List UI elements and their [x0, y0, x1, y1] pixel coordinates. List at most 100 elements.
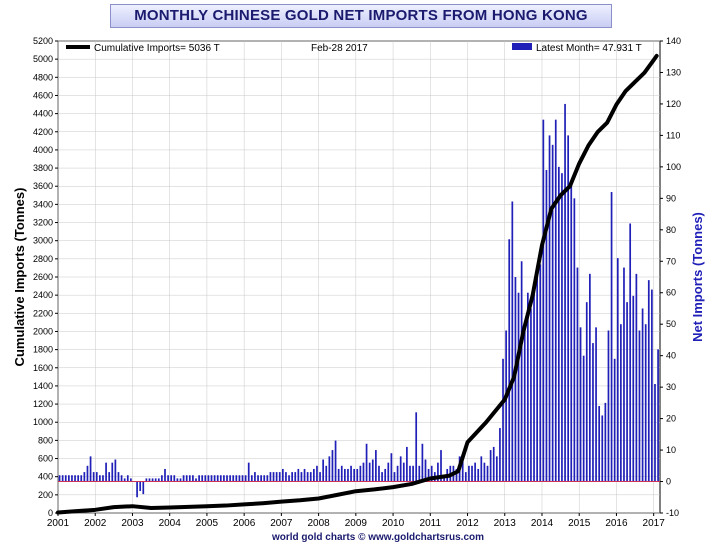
bar [95, 472, 98, 482]
bar [99, 475, 101, 482]
bar [148, 478, 151, 482]
bar [415, 412, 418, 482]
left-tick-label: 4200 [33, 127, 53, 137]
bar [654, 383, 656, 482]
bar [644, 324, 647, 482]
x-tick-label: 2006 [233, 518, 256, 529]
bar [182, 475, 185, 482]
bar [511, 201, 514, 482]
bar [604, 402, 607, 482]
bar [161, 475, 163, 482]
bar [542, 119, 545, 482]
bar [337, 468, 340, 482]
right-tick-label: 30 [666, 382, 676, 392]
bar [406, 446, 408, 482]
bar [545, 170, 548, 482]
bar [384, 468, 387, 482]
bar [291, 472, 293, 482]
bar [350, 465, 352, 482]
left-tick-label: 2600 [33, 272, 53, 282]
x-tick-label: 2013 [494, 518, 517, 529]
bar [381, 472, 383, 482]
left-tick-label: 2800 [33, 254, 53, 264]
bar [613, 358, 616, 482]
left-tick-label: 2400 [33, 290, 53, 300]
bar [353, 468, 356, 482]
bar [241, 475, 244, 482]
bar [300, 472, 303, 482]
right-tick-label: 140 [666, 36, 681, 46]
right-tick-label: 50 [666, 319, 676, 329]
legend-line-label: Cumulative Imports= 5036 T [94, 43, 220, 54]
bar [610, 192, 613, 482]
bar [455, 468, 458, 482]
bar [570, 182, 573, 482]
left-tick-label: 2200 [33, 308, 53, 318]
bar [136, 481, 138, 498]
left-tick-label: 4600 [33, 90, 53, 100]
bar [533, 292, 535, 482]
bar [464, 472, 467, 482]
bar [154, 478, 157, 482]
bar [424, 459, 427, 482]
bar [468, 465, 470, 482]
bar [80, 475, 83, 482]
bar [508, 239, 511, 482]
bar [378, 465, 380, 482]
left-axis-label: Cumulative Imports (Tonnes) [12, 188, 27, 367]
bar [316, 465, 318, 482]
bar [582, 355, 585, 482]
bar [607, 330, 610, 482]
bar [204, 475, 207, 482]
bar [427, 468, 430, 482]
bar [601, 415, 604, 482]
left-tick-label: 2000 [33, 326, 53, 336]
bar [151, 478, 154, 482]
x-tick-label: 2011 [420, 518, 442, 529]
bar [74, 475, 76, 482]
bar [495, 456, 498, 482]
bar [229, 475, 231, 482]
x-tick-label: 2009 [345, 518, 368, 529]
bar [651, 289, 653, 482]
bar [418, 465, 421, 482]
bar [195, 478, 197, 482]
bar [306, 472, 309, 482]
bar [430, 465, 433, 482]
bar [142, 481, 145, 495]
right-tick-label: 100 [666, 162, 681, 172]
bar [216, 475, 219, 482]
right-tick-label: 90 [666, 193, 676, 203]
bar [548, 135, 551, 482]
bar [554, 119, 557, 482]
bar [278, 472, 281, 482]
source-credit: world gold charts © www.goldchartsrus.co… [271, 532, 484, 543]
right-tick-label: -10 [666, 508, 679, 518]
bar [393, 472, 396, 482]
bar [592, 343, 594, 482]
bar [359, 465, 362, 482]
bar [114, 459, 117, 482]
bar [309, 472, 312, 482]
bar [207, 475, 210, 482]
bar [486, 465, 489, 482]
bar [213, 475, 216, 482]
bar [164, 468, 166, 482]
bar [303, 468, 306, 482]
bar [347, 468, 349, 482]
bar [629, 223, 632, 482]
bar [573, 198, 576, 482]
bar [328, 456, 331, 482]
bar [589, 273, 591, 482]
left-tick-label: 3200 [33, 218, 53, 228]
bar [232, 475, 235, 482]
bar [334, 440, 337, 482]
bar [402, 462, 405, 482]
x-tick-label: 2012 [456, 518, 479, 529]
bar [145, 478, 148, 482]
left-tick-label: 3000 [33, 236, 53, 246]
bar [551, 144, 554, 482]
bar [514, 277, 517, 482]
bar [244, 475, 247, 482]
bar [58, 475, 61, 482]
